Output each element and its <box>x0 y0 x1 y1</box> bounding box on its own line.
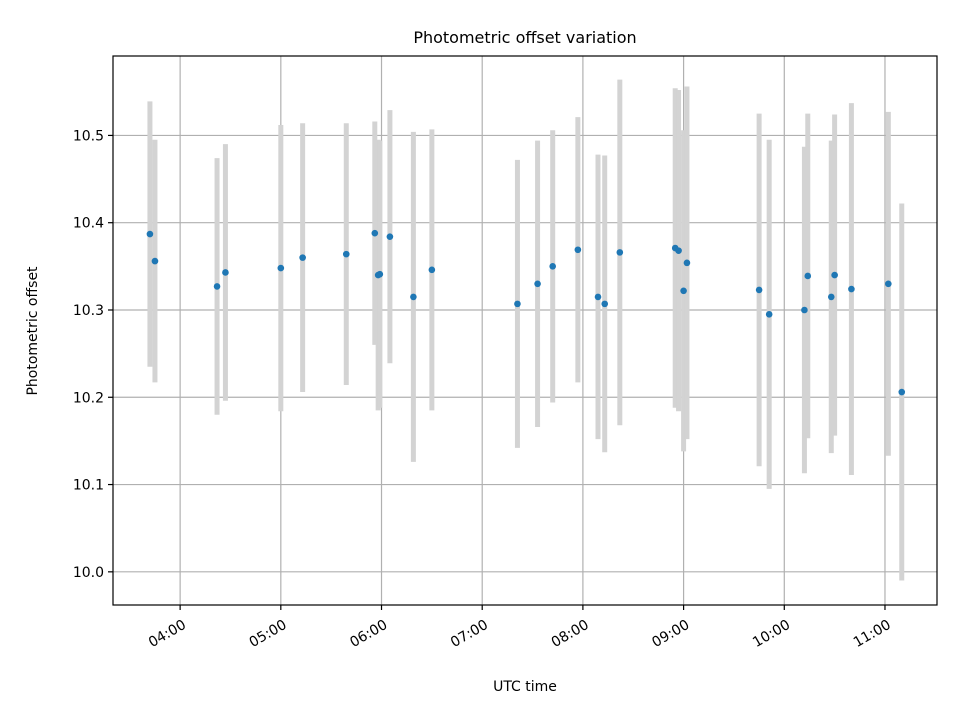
y-tick-label: 10.4 <box>73 216 104 232</box>
data-point <box>146 230 154 238</box>
data-point <box>885 280 892 288</box>
data-point <box>371 229 379 237</box>
data-point <box>151 257 159 265</box>
y-tick-label: 10.5 <box>73 128 104 144</box>
data-point <box>428 266 436 274</box>
data-point <box>299 254 306 261</box>
chart-title: Photometric offset variation <box>413 28 636 47</box>
data-point <box>514 300 521 308</box>
data-point <box>594 293 602 301</box>
point-layer <box>146 229 906 396</box>
data-point <box>342 250 350 258</box>
data-point <box>683 259 691 267</box>
data-point <box>616 249 624 256</box>
y-tick-label: 10.1 <box>73 478 104 494</box>
x-axis-label: UTC time <box>493 679 557 695</box>
y-tick-label: 10.3 <box>73 303 104 319</box>
y-tick-label: 10.0 <box>73 565 104 581</box>
data-point <box>801 306 808 314</box>
data-point <box>765 311 773 318</box>
plot-frame <box>112 55 938 606</box>
data-point <box>534 280 541 288</box>
data-point <box>376 270 384 278</box>
data-point <box>277 264 285 272</box>
data-point <box>827 293 835 301</box>
data-point <box>574 246 582 254</box>
data-point <box>601 300 609 308</box>
data-point <box>213 283 221 290</box>
data-point <box>898 388 906 396</box>
data-point <box>848 285 855 293</box>
data-point <box>549 263 556 270</box>
y-axis-label: Photometric offset <box>25 266 41 396</box>
data-point <box>755 286 763 294</box>
data-point <box>222 269 229 276</box>
data-point <box>804 272 812 280</box>
data-point <box>410 293 417 301</box>
data-point <box>831 271 838 279</box>
data-point <box>680 287 687 295</box>
data-point <box>675 247 682 254</box>
data-point <box>386 233 394 240</box>
y-tick-label: 10.2 <box>73 390 104 406</box>
